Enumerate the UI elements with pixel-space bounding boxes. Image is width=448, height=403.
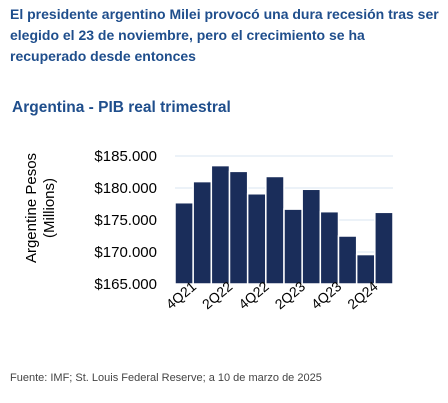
bar-3Q23 [301,188,322,285]
y-tick-label: $170.000 [94,244,157,261]
gdp-bar-chart: Argentine Pesos (Millions) $165.000 $170.0… [23,148,394,312]
bar-1Q23 [265,175,285,285]
bar-2Q24 [355,253,376,285]
y-tick-labels: $165.000 $170.000 $175.000 $180.000 $185.000 [94,148,157,293]
y-axis-label: Argentine Pesos (Millions) [23,153,58,263]
bar-1Q24 [337,235,358,285]
bar-4Q23 [319,210,340,285]
y-axis-label-line: (Millions) [41,178,58,238]
bar-4Q22 [246,193,267,285]
bar-1Q22 [192,180,213,285]
y-tick-label: $180.000 [94,180,157,197]
y-axis-label-line: Argentine Pesos [23,153,40,263]
y-tick-label: $175.000 [94,212,157,229]
y-tick-label: $165.000 [94,276,157,293]
bar-4Q21 [174,201,194,285]
headline: El presidente argentino Milei provocó un… [10,6,439,64]
bar-3Q22 [228,170,249,285]
bar-2Q23 [283,208,303,285]
bars [174,164,394,285]
y-tick-label: $185.000 [94,148,157,165]
bar-3Q24 [374,211,394,285]
bar-2Q22 [210,164,231,285]
source-note: Fuente: IMF; St. Louis Federal Reserve; … [10,372,322,384]
chart-title: Argentina - PIB real trimestral [12,99,231,116]
